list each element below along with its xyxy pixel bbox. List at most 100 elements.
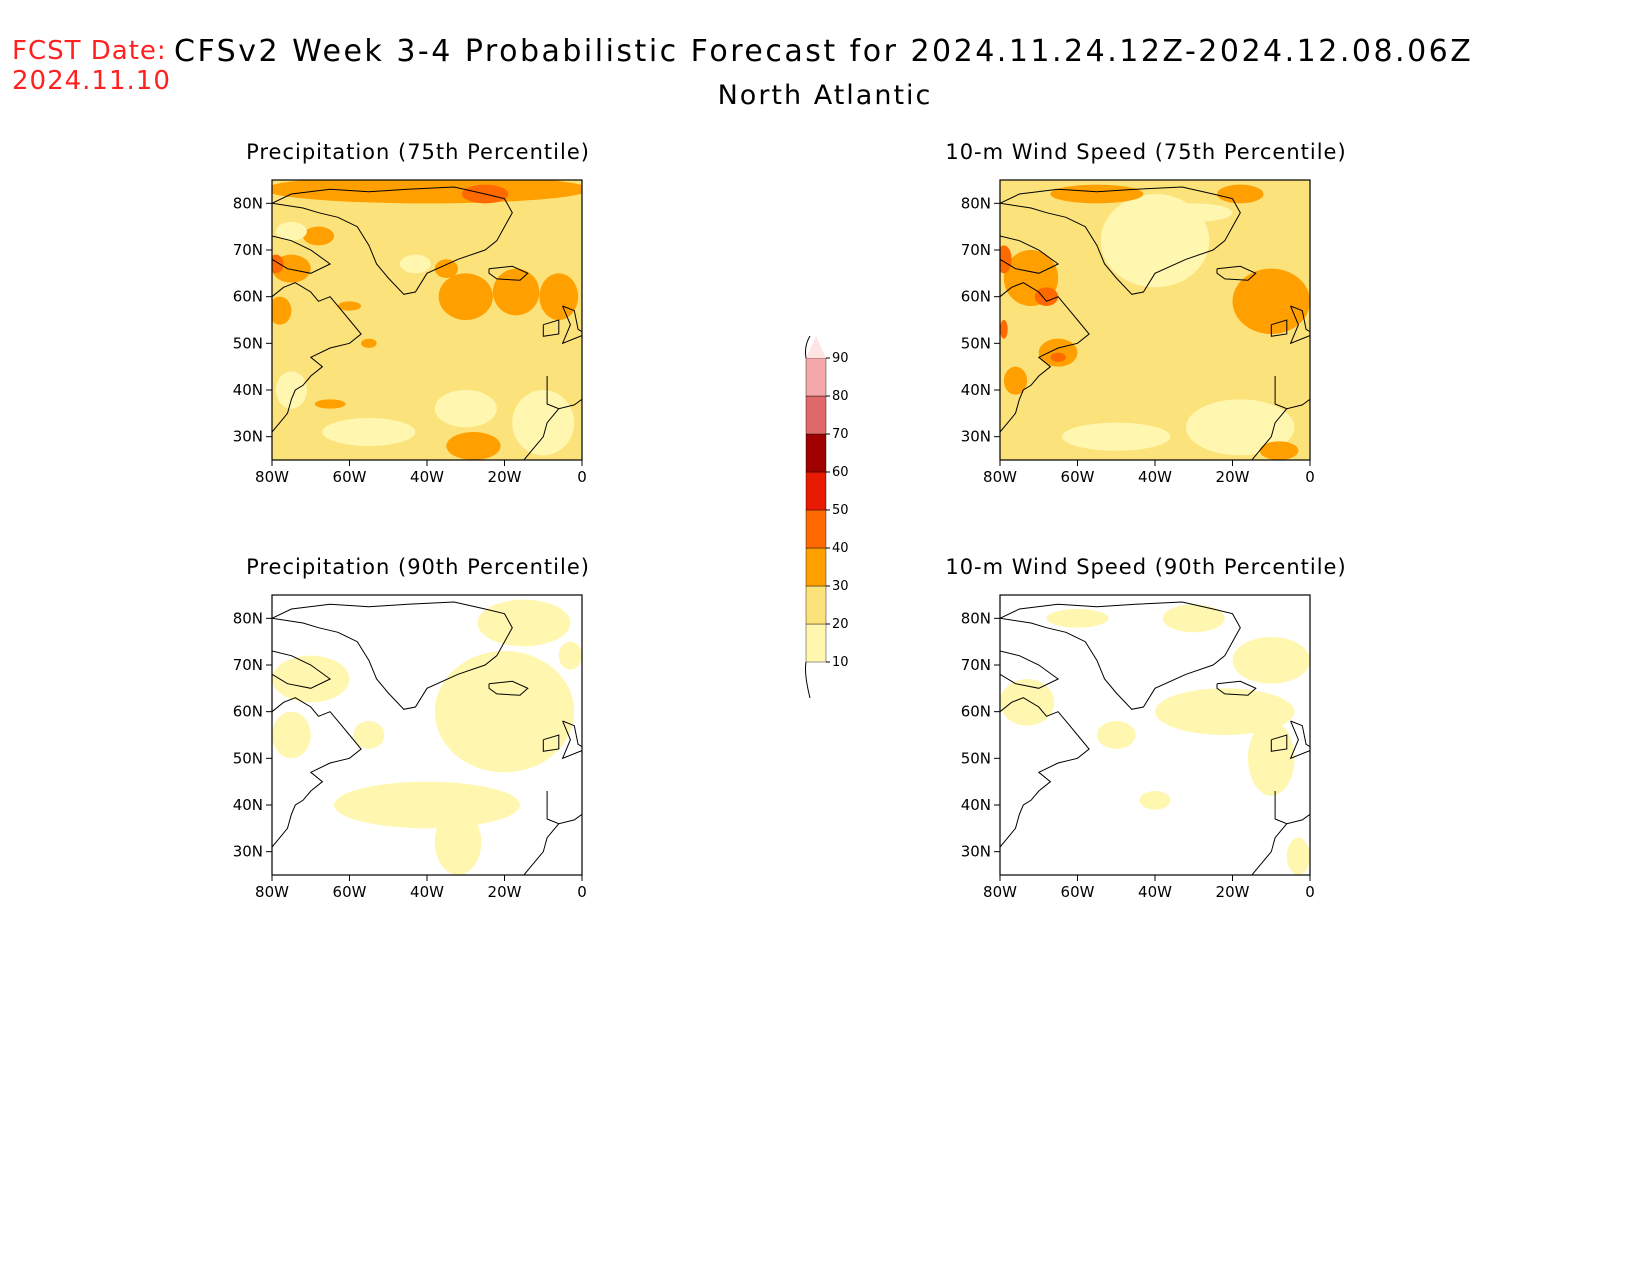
coastline [1216,680,1257,696]
coastline [488,680,529,696]
probability-area-10 [322,418,416,446]
x-tick-label: 80W [255,883,289,901]
probability-area-10 [353,721,385,749]
probability-area-30 [446,432,501,460]
y-tick-label: 70N [233,241,263,259]
x-tick-label: 60W [333,883,367,901]
probability-area-40 [1034,287,1059,306]
y-tick-label: 40N [961,381,991,399]
y-tick-label: 40N [961,796,991,814]
map-panel-wind-75: 10-m Wind Speed (75th Percentile) 80N 70N… [936,140,1356,530]
panel-title: 10-m Wind Speed (90th Percentile) [945,555,1347,579]
region-title: North Atlantic [717,80,933,111]
map-precip-90: 80N 70N 60N 50N 40N 30N 80W 60W 40W 20W 0 [233,594,587,901]
coastline [1251,408,1288,460]
y-tick-label: 50N [961,334,991,352]
colorbar-label: 10 [832,655,849,670]
colorbar-label: 30 [832,579,849,594]
y-tick-label: 30N [961,843,991,861]
probability-area-10 [1232,637,1310,684]
colorbar-label: 70 [832,427,849,442]
forecast-date-value: 2024.11.10 [12,66,171,96]
coastline [561,720,582,760]
x-tick-label: 40W [1138,468,1172,486]
coastline [1000,235,1060,274]
coastline [1216,265,1257,281]
y-tick-label: 30N [233,428,263,446]
probability-area-10 [334,781,520,829]
coastline [1289,305,1310,345]
probability-area-40 [1000,320,1008,339]
y-tick-label: 50N [961,749,991,767]
probability-area-10 [434,809,482,875]
panel-title: 10-m Wind Speed (75th Percentile) [945,140,1347,164]
forecast-date-block: FCST Date: 2024.11.10 [12,36,171,96]
coastline [272,601,513,710]
coastline [1000,186,1241,295]
colorbar-segment-70 [805,395,827,435]
y-tick-label: 60N [233,703,263,721]
x-tick-label: 40W [410,883,444,901]
coastline [1270,319,1288,337]
probability-area-30 [1232,268,1310,334]
panel-title: Precipitation (90th Percentile) [246,555,590,579]
coastline [1270,734,1288,752]
probability-area-10 [1000,679,1055,726]
x-tick-label: 20W [488,883,522,901]
colorbar-label: 60 [832,465,849,480]
probability-area-30 [539,273,579,320]
colorbar-segment-60 [805,433,827,473]
map-wind-90: 80N 70N 60N 50N 40N 30N 80W 60W 40W 20W 0 [961,594,1315,901]
x-tick-label: 0 [1305,883,1315,901]
x-tick-label: 40W [410,468,444,486]
y-tick-label: 50N [233,749,263,767]
colorbar-label: 40 [832,541,849,556]
x-tick-label: 0 [1305,468,1315,486]
probability-area-10 [1062,422,1171,451]
coastline [1000,601,1241,710]
map-field [272,180,582,460]
probability-area-40 [1050,352,1066,362]
probability-area-30 [492,268,540,316]
x-tick-label: 80W [255,468,289,486]
probability-area-30 [303,226,334,246]
probability-area-10 [1046,609,1109,628]
colorbar-label: 90 [832,351,849,366]
probability-area-10 [1155,203,1233,222]
coastline [272,282,362,433]
map-precip-75: 80N 70N 60N 50N 40N 30N 80W 60W 40W 20W 0 [233,179,587,486]
colorbar-top-cap [806,336,826,358]
map-panel-precip-90: Precipitation (90th Percentile) 80N 70N 60… [208,555,628,945]
y-tick-label: 40N [233,381,263,399]
coastline [272,186,513,295]
x-tick-label: 80W [983,883,1017,901]
colorbar-label: 50 [832,503,849,518]
colorbar-segment-50 [805,471,827,511]
coastline [542,319,560,337]
coastline [1000,282,1090,433]
coastline [272,650,332,689]
y-tick-label: 40N [233,796,263,814]
coastline [272,697,362,848]
map-panel-wind-90: 10-m Wind Speed (90th Percentile) 80N 70N… [936,555,1356,945]
probability-area-10 [434,390,497,428]
x-tick-label: 60W [1061,883,1095,901]
y-tick-label: 30N [233,843,263,861]
probability-area-10 [477,599,571,647]
probability-area-10 [272,711,311,759]
map-field [1000,595,1310,875]
y-tick-label: 80N [961,609,991,627]
probability-area-10 [275,222,307,241]
colorbar-top-outline [805,335,811,359]
probability-area-10 [399,254,431,274]
y-tick-label: 50N [233,334,263,352]
y-tick-label: 70N [233,656,263,674]
coastline [1274,791,1310,825]
y-tick-label: 80N [961,194,991,212]
x-tick-label: 40W [1138,883,1172,901]
y-tick-label: 30N [961,428,991,446]
probability-area-30 [272,296,292,325]
x-tick-label: 20W [1216,883,1250,901]
coastline [1289,720,1310,760]
x-tick-label: 60W [333,468,367,486]
